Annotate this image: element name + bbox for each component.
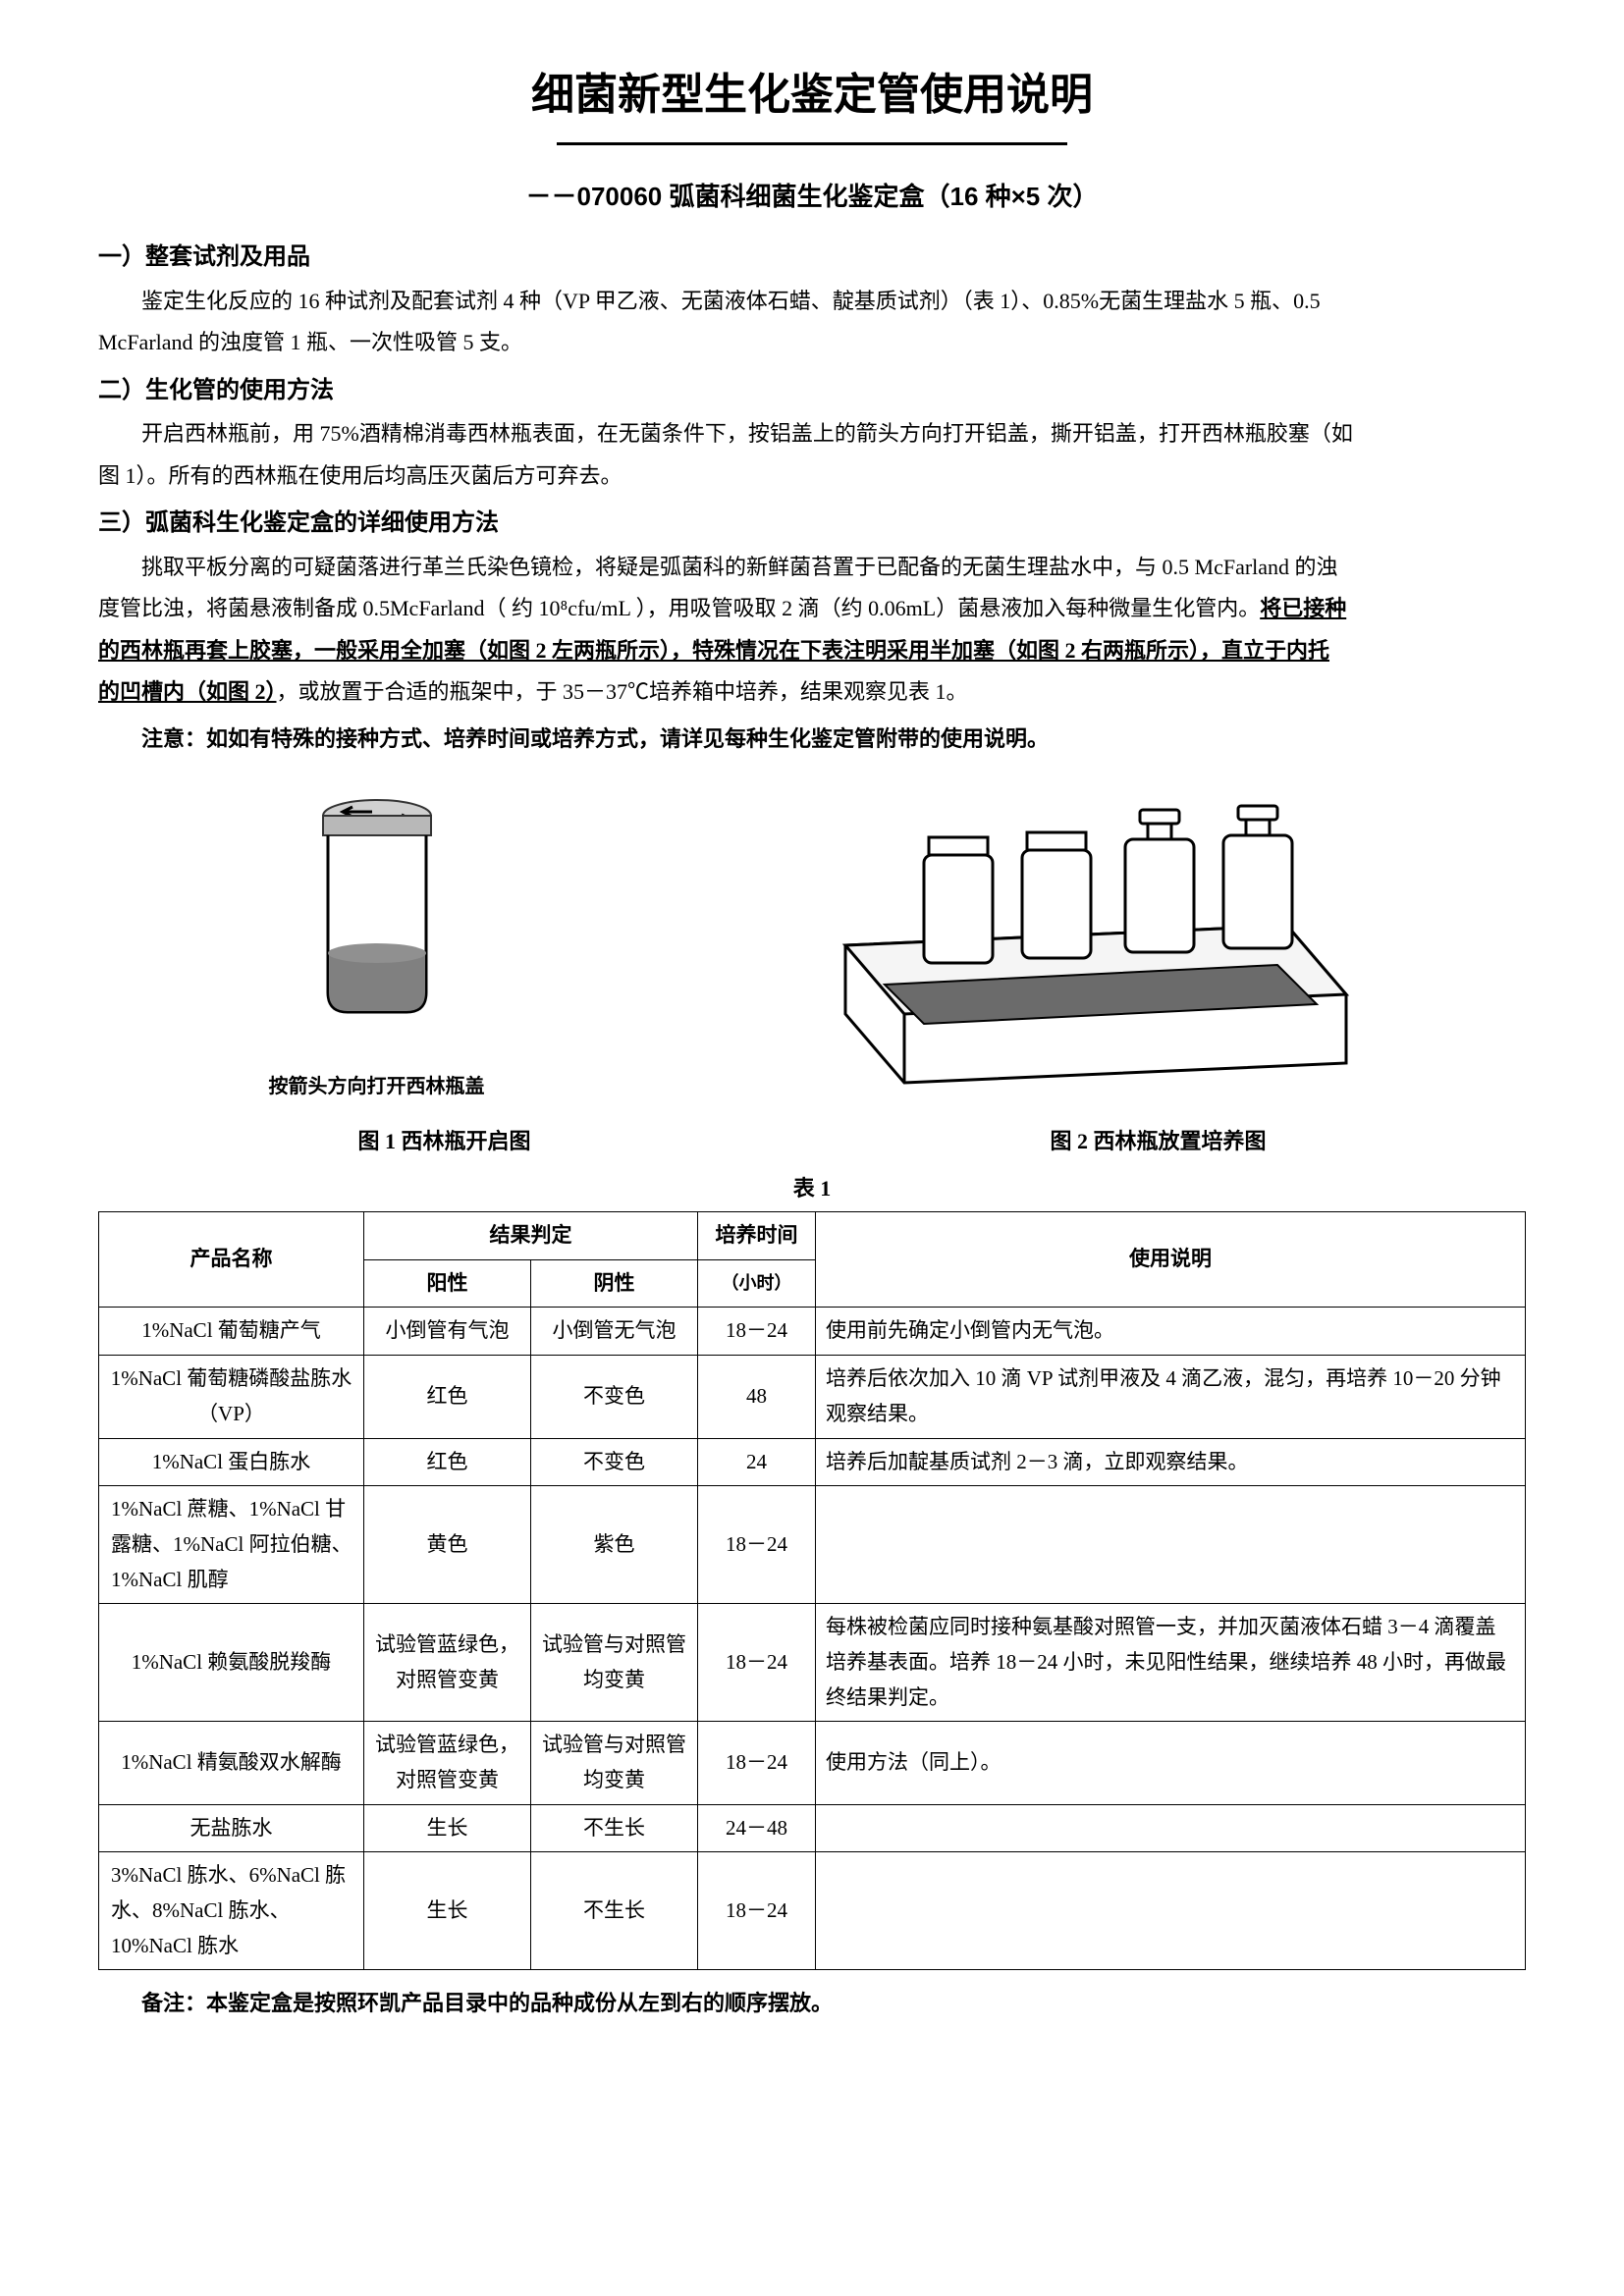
bottle-half-1-icon <box>1125 810 1194 952</box>
cell-neg: 试验管与对照管均变黄 <box>531 1722 698 1804</box>
cell-neg: 试验管与对照管均变黄 <box>531 1604 698 1722</box>
section3-p4: 的凹槽内（如图 2），或放置于合适的瓶架中，于 35－37℃培养箱中培养，结果观… <box>98 673 1526 710</box>
cell-pos: 生长 <box>364 1804 531 1852</box>
th-result: 结果判定 <box>364 1212 698 1260</box>
section3-p2: 度管比浊，将菌悬液制备成 0.5McFarland（ 约 10⁸cfu/mL ）… <box>98 590 1526 626</box>
section3-p4a-underline: 的凹槽内（如图 2） <box>98 679 277 704</box>
cell-pos: 生长 <box>364 1852 531 1970</box>
figure2-block <box>816 798 1366 1103</box>
cell-time: 18－24 <box>698 1722 816 1804</box>
cell-desc: 培养后依次加入 10 滴 VP 试剂甲液及 4 滴乙液，混匀，再培养 10－20… <box>816 1356 1526 1438</box>
figures-row: 按箭头方向打开西林瓶盖 <box>98 776 1526 1103</box>
section3-p2a: 度管比浊，将菌悬液制备成 0.5McFarland（ 约 10⁸cfu/mL ）… <box>98 596 1260 620</box>
document-title: 细菌新型生化鉴定管使用说明 <box>98 59 1526 133</box>
vial-label: 按箭头方向打开西林瓶盖 <box>259 1070 495 1103</box>
cell-pos: 试验管蓝绿色，对照管变黄 <box>364 1722 531 1804</box>
table-row: 无盐胨水 生长 不生长 24－48 <box>99 1804 1526 1852</box>
table-row: 1%NaCl 葡萄糖磷酸盐胨水（VP） 红色 不变色 48 培养后依次加入 10… <box>99 1356 1526 1438</box>
cell-pos: 红色 <box>364 1356 531 1438</box>
th-time: 培养时间 <box>698 1212 816 1260</box>
section3-p1: 挑取平板分离的可疑菌落进行革兰氏染色镜检，将疑是弧菌科的新鲜菌苔置于已配备的无菌… <box>98 549 1526 585</box>
cell-time: 18－24 <box>698 1852 816 1970</box>
cell-pos: 小倒管有气泡 <box>364 1308 531 1356</box>
remark: 备注：本鉴定盒是按照环凯产品目录中的品种成份从左到右的顺序摆放。 <box>98 1985 1526 2021</box>
table-row: 1%NaCl 蔗糖、1%NaCl 甘露糖、1%NaCl 阿拉伯糖、1%NaCl … <box>99 1486 1526 1604</box>
section3-p2b-underline: 将已接种 <box>1260 596 1346 620</box>
table-row: 1%NaCl 葡萄糖产气 小倒管有气泡 小倒管无气泡 18－24 使用前先确定小… <box>99 1308 1526 1356</box>
th-neg: 阴性 <box>531 1259 698 1308</box>
cell-time: 18－24 <box>698 1604 816 1722</box>
bottle-full-2-icon <box>1022 832 1091 958</box>
table-row: 1%NaCl 精氨酸双水解酶 试验管蓝绿色，对照管变黄 试验管与对照管均变黄 1… <box>99 1722 1526 1804</box>
cell-name: 1%NaCl 精氨酸双水解酶 <box>99 1722 364 1804</box>
cell-neg: 小倒管无气泡 <box>531 1308 698 1356</box>
cell-name: 无盐胨水 <box>99 1804 364 1852</box>
vial-icon <box>259 776 495 1051</box>
section1-p2: McFarland 的浊度管 1 瓶、一次性吸管 5 支。 <box>98 324 1526 360</box>
section2-heading: 二）生化管的使用方法 <box>98 371 1526 411</box>
captions-row: 图 1 西林瓶开启图 图 2 西林瓶放置培养图 <box>98 1113 1526 1159</box>
cell-desc <box>816 1804 1526 1852</box>
cell-desc <box>816 1486 1526 1604</box>
section3-heading: 三）弧菌科生化鉴定盒的详细使用方法 <box>98 504 1526 544</box>
cell-desc <box>816 1852 1526 1970</box>
cell-pos: 红色 <box>364 1438 531 1486</box>
rack-icon <box>816 798 1366 1093</box>
results-table: 产品名称 结果判定 培养时间 使用说明 阳性 阴性 （小时） 1%NaCl 葡萄… <box>98 1211 1526 1970</box>
cell-name: 1%NaCl 赖氨酸脱羧酶 <box>99 1604 364 1722</box>
th-desc: 使用说明 <box>816 1212 1526 1308</box>
cell-desc: 使用方法（同上）。 <box>816 1722 1526 1804</box>
table-caption: 表 1 <box>98 1170 1526 1206</box>
table-row: 1%NaCl 蛋白胨水 红色 不变色 24 培养后加靛基质试剂 2－3 滴，立即… <box>99 1438 1526 1486</box>
cell-time: 18－24 <box>698 1308 816 1356</box>
cell-neg: 不生长 <box>531 1852 698 1970</box>
section1-heading: 一）整套试剂及用品 <box>98 238 1526 278</box>
section2-p2: 图 1）。所有的西林瓶在使用后均高压灭菌后方可弃去。 <box>98 457 1526 494</box>
cell-name: 1%NaCl 葡萄糖产气 <box>99 1308 364 1356</box>
cell-time: 24－48 <box>698 1804 816 1852</box>
document-subtitle: －－070060 弧菌科细菌生化鉴定盒（16 种×5 次） <box>98 175 1526 218</box>
cell-name: 3%NaCl 胨水、6%NaCl 胨水、8%NaCl 胨水、10%NaCl 胨水 <box>99 1852 364 1970</box>
section3-notice: 注意：如如有特殊的接种方式、培养时间或培养方式，请详见每种生化鉴定管附带的使用说… <box>98 721 1526 757</box>
section3-p3-underline: 的西林瓶再套上胶塞，一般采用全加塞（如图 2 左两瓶所示），特殊情况在下表注明采… <box>98 632 1526 668</box>
section1-p1: 鉴定生化反应的 16 种试剂及配套试剂 4 种（VP 甲乙液、无菌液体石蜡、靛基… <box>98 283 1526 319</box>
cell-name: 1%NaCl 葡萄糖磷酸盐胨水（VP） <box>99 1356 364 1438</box>
cell-name: 1%NaCl 蛋白胨水 <box>99 1438 364 1486</box>
table-header-row1: 产品名称 结果判定 培养时间 使用说明 <box>99 1212 1526 1260</box>
title-underline <box>557 142 1067 145</box>
figure2-caption: 图 2 西林瓶放置培养图 <box>1050 1123 1266 1159</box>
cell-name: 1%NaCl 蔗糖、1%NaCl 甘露糖、1%NaCl 阿拉伯糖、1%NaCl … <box>99 1486 364 1604</box>
cell-neg: 不变色 <box>531 1356 698 1438</box>
table-row: 3%NaCl 胨水、6%NaCl 胨水、8%NaCl 胨水、10%NaCl 胨水… <box>99 1852 1526 1970</box>
cell-time: 24 <box>698 1438 816 1486</box>
cell-neg: 紫色 <box>531 1486 698 1604</box>
cell-neg: 不变色 <box>531 1438 698 1486</box>
table-row: 1%NaCl 赖氨酸脱羧酶 试验管蓝绿色，对照管变黄 试验管与对照管均变黄 18… <box>99 1604 1526 1722</box>
cell-pos: 试验管蓝绿色，对照管变黄 <box>364 1604 531 1722</box>
cell-pos: 黄色 <box>364 1486 531 1604</box>
cell-time: 18－24 <box>698 1486 816 1604</box>
cell-desc: 每株被检菌应同时接种氨基酸对照管一支，并加灭菌液体石蜡 3－4 滴覆盖培养基表面… <box>816 1604 1526 1722</box>
cell-neg: 不生长 <box>531 1804 698 1852</box>
th-pos: 阳性 <box>364 1259 531 1308</box>
section3-p4b: ，或放置于合适的瓶架中，于 35－37℃培养箱中培养，结果观察见表 1。 <box>277 679 968 704</box>
th-time-sub: （小时） <box>698 1259 816 1308</box>
bottle-half-2-icon <box>1223 806 1292 948</box>
bottle-full-1-icon <box>924 837 993 963</box>
cell-time: 48 <box>698 1356 816 1438</box>
th-name: 产品名称 <box>99 1212 364 1308</box>
cell-desc: 使用前先确定小倒管内无气泡。 <box>816 1308 1526 1356</box>
figure1-block: 按箭头方向打开西林瓶盖 <box>259 776 495 1103</box>
section2-p1: 开启西林瓶前，用 75%酒精棉消毒西林瓶表面，在无菌条件下，按铝盖上的箭头方向打… <box>98 415 1526 452</box>
cell-desc: 培养后加靛基质试剂 2－3 滴，立即观察结果。 <box>816 1438 1526 1486</box>
figure1-caption: 图 1 西林瓶开启图 <box>357 1123 530 1159</box>
